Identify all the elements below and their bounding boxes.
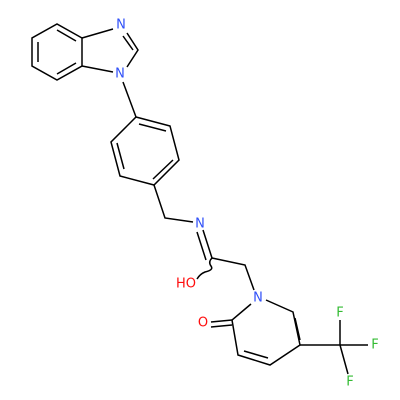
bond: [211, 257, 255, 291]
bond: [210, 319, 233, 328]
bond: [196, 257, 213, 280]
atom-label: N: [195, 217, 205, 232]
bond: [81, 28, 139, 73]
bond: [122, 81, 137, 118]
atom-label: O: [198, 316, 208, 331]
atom-label: F: [371, 338, 378, 353]
bond: [300, 320, 368, 375]
bond: [116, 123, 174, 180]
bond: [31, 23, 83, 81]
atom-label: N: [116, 18, 126, 33]
atom-label: F: [336, 306, 343, 321]
bond: [243, 317, 301, 359]
atom-label: HO: [176, 277, 196, 292]
atom-label: F: [346, 375, 353, 390]
bond: [122, 35, 134, 51]
bonds: [31, 23, 368, 375]
bond: [153, 184, 194, 223]
bond: [231, 299, 301, 366]
atom-label: N: [253, 291, 263, 306]
atom-label: N: [115, 67, 125, 82]
bond: [196, 229, 213, 261]
bond: [110, 116, 180, 186]
bond: [37, 29, 77, 75]
